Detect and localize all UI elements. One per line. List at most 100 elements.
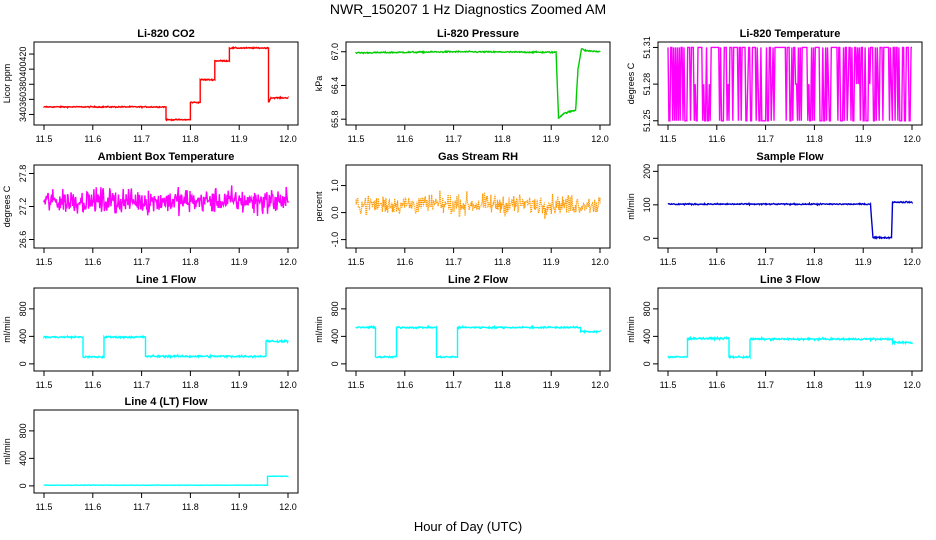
y-tick-label: 400 xyxy=(18,329,28,344)
panel-title: Line 2 Flow xyxy=(448,274,508,286)
y-tick-label: 27.2 xyxy=(18,198,28,216)
x-tick-label: 11.6 xyxy=(84,380,101,390)
x-tick-label: 11.9 xyxy=(231,257,248,267)
panel-title: Gas Stream RH xyxy=(438,151,518,163)
x-tick-label: 11.6 xyxy=(84,502,101,512)
panel-li-820-pressure: Li-820 Pressure 11.5 11.6 11.7 11.8 11.9 12.0 6… xyxy=(314,28,611,144)
panel-line-4-lt-flow: Line 4 (LT) Flow 11.5 11.6 11.7 11.8 11.9 12.0… xyxy=(2,396,299,512)
x-tick-label: 11.5 xyxy=(36,380,53,390)
plot-frame xyxy=(345,164,611,249)
series-line-ambient-box-temperature xyxy=(43,185,289,217)
series-line-line-1-flow xyxy=(43,334,289,360)
panel-line-1-flow: Line 1 Flow 11.5 11.6 11.7 11.8 11.9 12.0 0 400 8… xyxy=(2,274,299,390)
y-tick-label: 65.8 xyxy=(330,110,340,128)
y-axis-label: degrees C xyxy=(2,185,12,227)
x-tick-label: 12.0 xyxy=(279,134,297,144)
plot-frame xyxy=(345,287,611,372)
x-tick-label: 11.9 xyxy=(855,257,872,267)
x-tick-label: 12.0 xyxy=(279,502,297,512)
x-tick-label: 11.9 xyxy=(543,257,560,267)
y-tick-label: 800 xyxy=(18,423,28,438)
panels-group: Li-820 CO2 11.5 11.6 11.7 11.8 11.9 12.0 340360… xyxy=(2,28,923,512)
y-tick-label: 0 xyxy=(330,361,340,366)
x-tick-label: 11.5 xyxy=(660,257,677,267)
x-tick-label: 11.5 xyxy=(660,134,677,144)
x-tick-label: 11.8 xyxy=(494,257,511,267)
series-line-li-820-co2 xyxy=(43,46,289,122)
panel-li-820-co2: Li-820 CO2 11.5 11.6 11.7 11.8 11.9 12.0 340360… xyxy=(2,28,299,144)
x-tick-label: 11.7 xyxy=(445,380,462,390)
x-tick-label: 11.6 xyxy=(396,380,413,390)
y-axis-label: ml/min xyxy=(2,438,12,465)
x-tick-label: 11.7 xyxy=(757,380,774,390)
y-tick-label: 67.0 xyxy=(330,43,340,61)
x-tick-label: 11.7 xyxy=(133,502,150,512)
panel-title: Li-820 Pressure xyxy=(437,28,519,40)
y-tick-label: 51.28 xyxy=(642,73,652,96)
y-tick-label: 400 xyxy=(18,62,28,77)
plot-frame xyxy=(33,409,299,494)
x-tick-label: 12.0 xyxy=(903,380,921,390)
x-tick-label: 11.5 xyxy=(36,502,53,512)
x-tick-label: 11.6 xyxy=(708,380,725,390)
panel-line-3-flow: Line 3 Flow 11.5 11.6 11.7 11.8 11.9 12.0 0 400 8… xyxy=(626,274,923,390)
x-tick-label: 11.8 xyxy=(494,134,511,144)
x-tick-label: 11.9 xyxy=(543,380,560,390)
panel-line-2-flow: Line 2 Flow 11.5 11.6 11.7 11.8 11.9 12.0 0 400 8… xyxy=(314,274,611,390)
series-line-line-2-flow xyxy=(355,324,601,359)
y-tick-label: 800 xyxy=(330,301,340,316)
x-tick-label: 12.0 xyxy=(279,380,297,390)
x-tick-label: 11.6 xyxy=(708,257,725,267)
y-tick-label: 340 xyxy=(18,107,28,122)
x-tick-label: 11.5 xyxy=(348,257,365,267)
panel-gas-stream-rh: Gas Stream RH 11.5 11.6 11.7 11.8 11.9 12.0 -1.… xyxy=(314,151,611,267)
y-tick-label: 400 xyxy=(330,329,340,344)
panel-title: Li-820 CO2 xyxy=(137,28,194,40)
x-tick-label: 11.9 xyxy=(855,380,872,390)
y-axis-label: Licor ppm xyxy=(2,64,12,104)
x-tick-label: 11.6 xyxy=(84,134,101,144)
y-axis-label: percent xyxy=(314,191,324,222)
x-tick-label: 11.7 xyxy=(133,134,150,144)
y-tick-label: 0 xyxy=(642,361,652,366)
figure-title: NWR_150207 1 Hz Diagnostics Zoomed AM xyxy=(330,1,606,17)
x-tick-label: 11.5 xyxy=(348,134,365,144)
panel-title: Ambient Box Temperature xyxy=(98,151,235,163)
panel-li-820-temperature: Li-820 Temperature 11.5 11.6 11.7 11.8 11.9 12… xyxy=(626,28,923,144)
plot-frame xyxy=(657,41,923,126)
x-tick-label: 11.5 xyxy=(660,380,677,390)
y-tick-label: 27.8 xyxy=(18,165,28,183)
series-line-gas-stream-rh xyxy=(355,190,601,219)
y-tick-label: 51.25 xyxy=(642,110,652,133)
x-tick-label: 11.8 xyxy=(182,502,199,512)
x-tick-label: 12.0 xyxy=(591,134,609,144)
plot-frame xyxy=(657,287,923,372)
x-tick-label: 11.7 xyxy=(757,257,774,267)
x-tick-label: 12.0 xyxy=(903,257,921,267)
y-axis-label: kPa xyxy=(314,76,324,92)
panel-title: Sample Flow xyxy=(756,151,824,163)
y-tick-label: 420 xyxy=(18,47,28,62)
y-tick-label: 0 xyxy=(18,361,28,366)
x-tick-label: 11.7 xyxy=(757,134,774,144)
x-tick-label: 11.9 xyxy=(231,380,248,390)
series-line-line-3-flow xyxy=(667,335,913,360)
y-tick-label: 200 xyxy=(642,164,652,179)
y-tick-label: 800 xyxy=(642,301,652,316)
y-tick-label: 380 xyxy=(18,77,28,92)
x-tick-label: 11.5 xyxy=(36,134,53,144)
x-tick-label: 11.9 xyxy=(855,134,872,144)
series-line-li-820-temperature xyxy=(667,46,912,122)
y-tick-label: 360 xyxy=(18,92,28,107)
x-tick-label: 11.5 xyxy=(36,257,53,267)
x-tick-label: 11.6 xyxy=(84,257,101,267)
plot-frame xyxy=(33,287,299,372)
plot-frame xyxy=(345,41,611,126)
panel-title: Li-820 Temperature xyxy=(740,28,841,40)
series-line-line-4-lt-flow xyxy=(43,475,289,487)
plot-frame xyxy=(657,164,923,249)
y-axis-label: ml/min xyxy=(314,316,324,343)
y-tick-label: 26.6 xyxy=(18,231,28,249)
